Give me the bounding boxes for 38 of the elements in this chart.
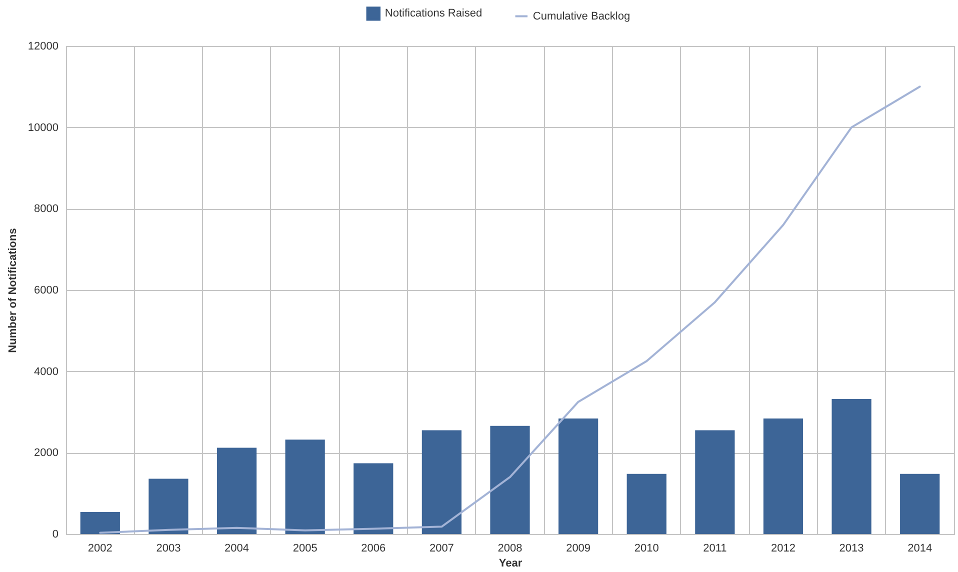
x-tick-label: 2008 — [498, 542, 522, 554]
x-tick-label: 2011 — [703, 542, 727, 554]
bar — [832, 398, 872, 534]
x-tick-label: 2010 — [634, 542, 659, 554]
bar — [763, 418, 804, 534]
x-tick-label: 2002 — [88, 542, 112, 554]
y-tick-label: 10000 — [28, 122, 58, 134]
x-tick-label: 2007 — [429, 542, 454, 554]
y-tick-label: 12000 — [28, 40, 58, 52]
bar — [80, 512, 120, 534]
bar — [558, 418, 598, 534]
line-series — [99, 86, 921, 534]
x-tick-label: 2006 — [361, 542, 386, 554]
bar — [695, 430, 735, 534]
bar — [354, 463, 394, 534]
x-tick-label: 2013 — [839, 542, 864, 554]
y-tick-label: 2000 — [34, 447, 58, 460]
y-tick-label: 8000 — [34, 203, 58, 216]
y-axis-title: Number of Notifications — [6, 228, 19, 353]
bar — [422, 430, 462, 534]
bar — [216, 448, 257, 534]
bar — [900, 474, 940, 534]
x-tick-label: 2004 — [224, 542, 250, 554]
x-tick-label: 2005 — [292, 542, 318, 554]
bar — [285, 440, 325, 534]
y-tick-label: 0 — [52, 528, 58, 540]
bar — [490, 426, 530, 534]
bar — [148, 478, 188, 534]
bar — [626, 474, 666, 534]
legend-label: Notifications Raised — [384, 8, 482, 20]
x-axis-title: Year — [498, 558, 523, 570]
x-tick-label: 2009 — [566, 542, 591, 554]
x-tick-label: 2003 — [156, 542, 181, 554]
y-tick-label: 6000 — [34, 284, 58, 296]
x-tick-label: 2012 — [770, 542, 796, 554]
x-tick-label: 2014 — [908, 542, 932, 554]
y-tick-label: 4000 — [34, 366, 58, 378]
legend-label: Cumulative Backlog — [532, 10, 630, 22]
